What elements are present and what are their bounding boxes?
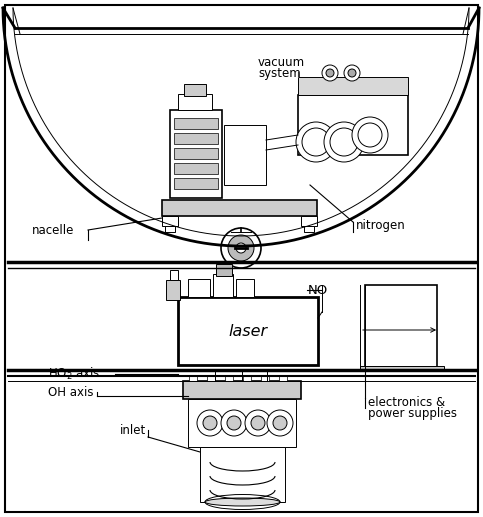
- Bar: [162, 216, 178, 226]
- Bar: [188, 399, 296, 447]
- Circle shape: [358, 123, 382, 147]
- Text: vacuum: vacuum: [258, 55, 305, 68]
- Bar: [224, 125, 266, 185]
- Bar: [183, 381, 301, 399]
- Text: inlet: inlet: [120, 423, 146, 436]
- Bar: [207, 375, 215, 381]
- Text: electronics &: electronics &: [368, 396, 445, 408]
- Bar: [216, 264, 232, 276]
- Circle shape: [322, 65, 338, 81]
- Bar: [301, 216, 317, 226]
- Bar: [261, 375, 269, 381]
- Text: OH axis: OH axis: [48, 386, 94, 399]
- Circle shape: [228, 235, 254, 261]
- Bar: [200, 447, 285, 502]
- Circle shape: [324, 122, 364, 162]
- Circle shape: [344, 65, 360, 81]
- Text: laser: laser: [228, 324, 268, 339]
- Bar: [304, 226, 314, 232]
- Bar: [213, 274, 233, 297]
- Bar: [298, 77, 408, 95]
- Circle shape: [326, 69, 334, 77]
- Bar: [162, 200, 317, 216]
- Circle shape: [330, 128, 358, 156]
- Bar: [174, 163, 218, 174]
- Circle shape: [348, 69, 356, 77]
- Bar: [236, 279, 254, 297]
- Circle shape: [267, 410, 293, 436]
- Circle shape: [273, 416, 287, 430]
- Bar: [178, 297, 318, 365]
- Bar: [174, 118, 218, 129]
- Circle shape: [302, 128, 330, 156]
- Circle shape: [352, 117, 388, 153]
- Bar: [243, 375, 251, 381]
- Circle shape: [245, 410, 271, 436]
- Bar: [174, 178, 218, 189]
- Ellipse shape: [205, 498, 280, 506]
- Ellipse shape: [205, 494, 280, 509]
- Circle shape: [197, 410, 223, 436]
- Bar: [225, 375, 233, 381]
- Bar: [174, 148, 218, 159]
- Bar: [165, 226, 175, 232]
- Circle shape: [227, 416, 241, 430]
- Bar: [365, 285, 437, 367]
- Text: system: system: [258, 68, 301, 81]
- Bar: [188, 279, 210, 297]
- Bar: [360, 366, 444, 370]
- Bar: [279, 375, 287, 381]
- Bar: [298, 95, 408, 155]
- Bar: [189, 375, 197, 381]
- Text: nitrogen: nitrogen: [356, 219, 406, 232]
- Text: HO$_2$ axis: HO$_2$ axis: [48, 366, 100, 382]
- Circle shape: [203, 416, 217, 430]
- Bar: [166, 280, 180, 300]
- Circle shape: [251, 416, 265, 430]
- Bar: [170, 110, 222, 198]
- Circle shape: [221, 228, 261, 268]
- Bar: [170, 270, 178, 280]
- Bar: [184, 84, 206, 96]
- Circle shape: [296, 122, 336, 162]
- Bar: [178, 94, 212, 110]
- Circle shape: [236, 243, 246, 253]
- Circle shape: [221, 410, 247, 436]
- Text: power supplies: power supplies: [368, 407, 457, 420]
- Text: nacelle: nacelle: [32, 223, 74, 236]
- Text: NO: NO: [308, 283, 328, 297]
- Bar: [174, 133, 218, 144]
